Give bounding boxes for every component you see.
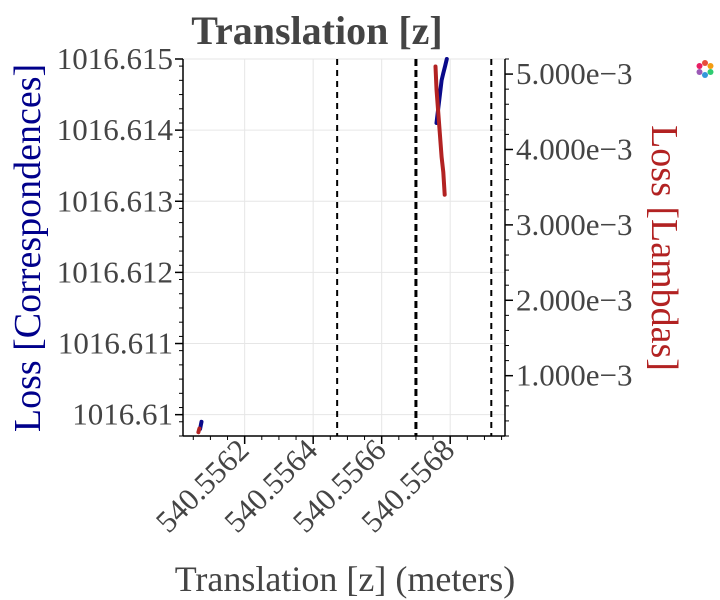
- lambdas-series-line[interactable]: [433, 64, 447, 197]
- plotly-logo-icon[interactable]: [694, 58, 716, 80]
- reference-lines: [336, 59, 493, 436]
- y-right-tick-label: 2.000e−3: [516, 282, 633, 317]
- y-right-tick-label: 5.000e−3: [516, 56, 633, 91]
- y-right-tick-label: 4.000e−3: [516, 131, 633, 166]
- y-right-tick-label: 1.000e−3: [516, 358, 633, 393]
- y-left-tick-label: 1016.613: [57, 183, 173, 218]
- grid-layer: [183, 58, 505, 436]
- chart-title: Translation [z]: [191, 8, 442, 53]
- y-left-tick-label: 1016.615: [57, 41, 173, 76]
- series-layer[interactable]: [196, 57, 449, 435]
- y-left-tick-label: 1016.611: [58, 326, 173, 361]
- lambdas-series-line[interactable]: [196, 426, 202, 435]
- y-left-tick-label: 1016.61: [72, 397, 173, 432]
- axes-layer: 1016.61 1016.611 1016.612 1016.613 1016.614 1…: [57, 41, 633, 539]
- x-axis-label: Translation [z] (meters): [175, 559, 516, 599]
- y-left-tick-label: 1016.612: [57, 254, 173, 289]
- y-axis-left-label: Loss [Correspondences]: [7, 64, 49, 432]
- y-left-tick-label: 1016.614: [57, 112, 174, 147]
- y-right-tick-label: 3.000e−3: [516, 207, 633, 242]
- y-axis-right-label: Loss [Lambdas]: [643, 125, 685, 371]
